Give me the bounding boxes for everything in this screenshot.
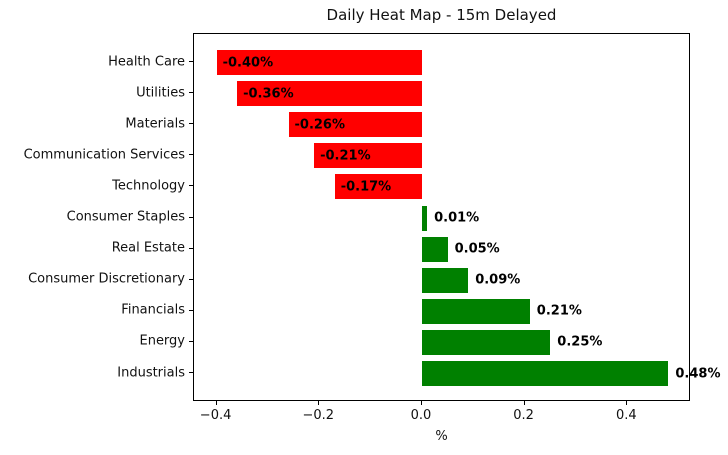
x-tick-label: 0.0 [410,408,432,423]
y-tick-label-real-estate: Real Estate [111,240,185,256]
bar-energy [422,329,551,355]
x-axis-label: % [435,429,448,444]
y-tick-mark [189,92,193,94]
x-tick-label: −0.2 [302,408,335,423]
bar-value-label: 0.21% [536,303,582,319]
y-tick-mark [189,278,193,280]
x-tick-mark [421,401,422,405]
y-tick-label-materials: Materials [125,116,185,132]
x-tick-label: −0.4 [199,408,232,423]
bar-value-label: -0.36% [243,86,294,102]
y-tick-label-energy: Energy [139,333,185,349]
y-tick-mark [189,185,193,187]
bar-financials [422,298,530,324]
x-tick-label: 0.2 [513,408,534,423]
y-tick-mark [189,123,193,125]
y-tick-label-industrials: Industrials [117,365,185,380]
x-tick-mark [523,401,525,405]
y-tick-mark [189,340,193,342]
bar-value-label: 0.01% [434,210,480,226]
bar-consumer-discretionary [422,267,469,293]
bar-value-label: -0.21% [320,148,371,164]
y-tick-mark [189,372,193,373]
x-tick-mark [215,401,217,405]
y-tick-mark [189,154,193,156]
bar-value-label: -0.40% [222,55,274,70]
bar-technology [334,174,422,200]
bar-value-label: 0.05% [454,241,500,257]
y-tick-label-financials: Financials [121,302,185,318]
bar-industrials [422,361,669,386]
bar-value-label: 0.25% [557,334,603,350]
y-tick-label-consumer-discretionary: Consumer Discretionary [28,271,185,287]
y-tick-mark [189,216,193,218]
bar-communication-services [314,143,422,169]
bar-value-label: 0.09% [475,272,521,288]
bar-value-label: -0.26% [294,117,346,133]
x-tick-label: 0.4 [615,408,637,423]
x-tick-mark [626,401,628,405]
chart-title: Daily Heat Map - 15m Delayed [326,6,557,24]
x-tick-mark [318,401,320,405]
bar-materials [288,112,422,138]
y-tick-label-technology: Technology [112,178,185,194]
y-tick-label-communication-services: Communication Services [23,147,185,163]
y-tick-label-consumer-staples: Consumer Staples [66,209,185,225]
y-tick-label-utilities: Utilities [136,85,185,101]
y-tick-mark [189,309,193,311]
bar-value-label: 0.48% [675,366,721,381]
bar-real-estate [422,236,448,262]
plot-area: -0.40% -0.36% -0.26% -0.21% -0.17% 0.01% 0.05%… [193,33,721,401]
bar-utilities [237,81,422,107]
y-tick-mark [189,247,193,249]
y-tick-mark [189,61,193,62]
y-tick-label-health-care: Health Care [108,54,185,69]
bar-consumer-staples [422,205,428,231]
bar-health-care [216,50,422,75]
bar-value-label: -0.17% [340,179,392,195]
